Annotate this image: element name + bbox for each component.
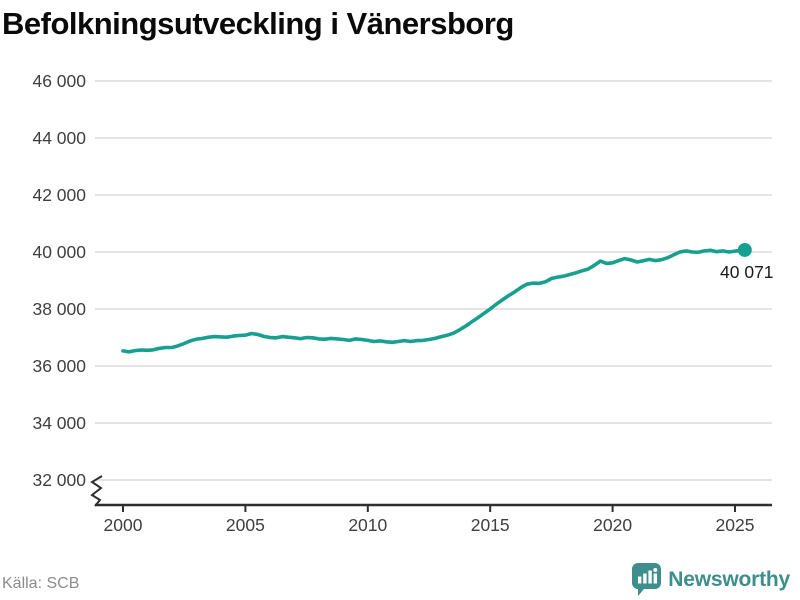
y-axis-tick-label: 44 000	[32, 128, 86, 148]
y-axis-tick-label: 46 000	[32, 71, 86, 91]
y-axis-tick-label: 40 000	[32, 242, 86, 262]
x-axis-tick-label: 2025	[716, 515, 755, 535]
x-axis-tick-label: 2020	[593, 515, 632, 535]
x-axis-tick-label: 2000	[104, 515, 143, 535]
end-point-marker	[737, 242, 752, 257]
source-attribution: Källa: SCB	[2, 575, 80, 592]
x-axis-tick-label: 2005	[226, 515, 265, 535]
chart-title: Befolkningsutveckling i Vänersborg	[2, 6, 514, 41]
axis-break-icon	[90, 475, 103, 507]
population-line	[121, 248, 747, 354]
y-axis-tick-label: 34 000	[32, 413, 86, 433]
newsworthy-wordmark: Newsworthy	[668, 567, 790, 591]
newsworthy-logo-icon	[632, 563, 662, 596]
y-axis-tick-label: 36 000	[32, 356, 86, 376]
y-axis-tick-label: 38 000	[32, 299, 86, 319]
y-axis-tick-label: 42 000	[32, 185, 86, 205]
newsworthy-branding: Newsworthy	[632, 563, 790, 596]
end-value-label: 40 071	[720, 262, 774, 282]
x-axis-tick-label: 2015	[471, 515, 510, 535]
y-axis-tick-label: 32 000	[32, 470, 86, 490]
x-axis-tick-label: 2010	[348, 515, 387, 535]
